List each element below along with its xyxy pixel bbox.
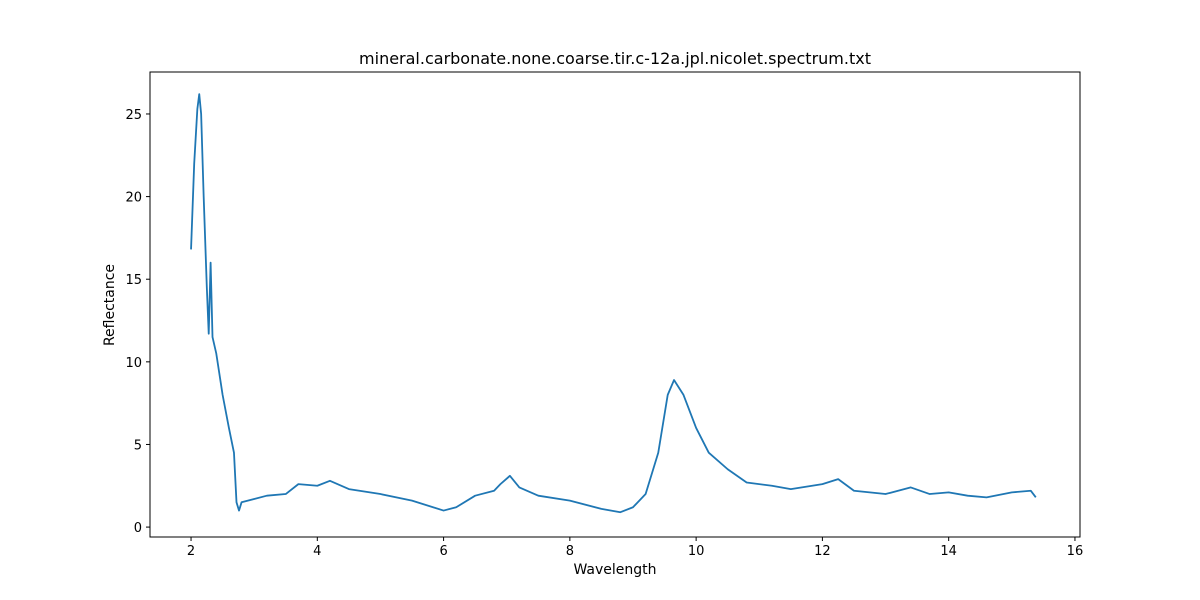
y-tick-label: 15 [125, 273, 142, 288]
x-tick-label: 10 [688, 544, 705, 559]
x-axis-label: Wavelength [573, 562, 656, 578]
x-tick-label: 16 [1067, 544, 1084, 559]
spectrum-line [190, 93, 1037, 514]
x-tick-label: 6 [439, 544, 447, 559]
y-tick-label: 25 [125, 108, 142, 123]
y-tick-label: 10 [125, 356, 142, 371]
x-tick-label: 14 [940, 544, 957, 559]
x-tick-label: 4 [313, 544, 321, 559]
y-axis-label: Reflectance [102, 264, 118, 346]
y-tick-label: 0 [134, 521, 142, 536]
x-tick-label: 12 [814, 544, 831, 559]
x-tick-label: 2 [187, 544, 195, 559]
chart-title: mineral.carbonate.none.coarse.tir.c-12a.… [359, 49, 871, 68]
x-tick-label: 8 [566, 544, 574, 559]
plot-frame [149, 71, 1081, 538]
y-tick-label: 20 [125, 191, 142, 206]
y-tick-label: 5 [134, 438, 142, 453]
